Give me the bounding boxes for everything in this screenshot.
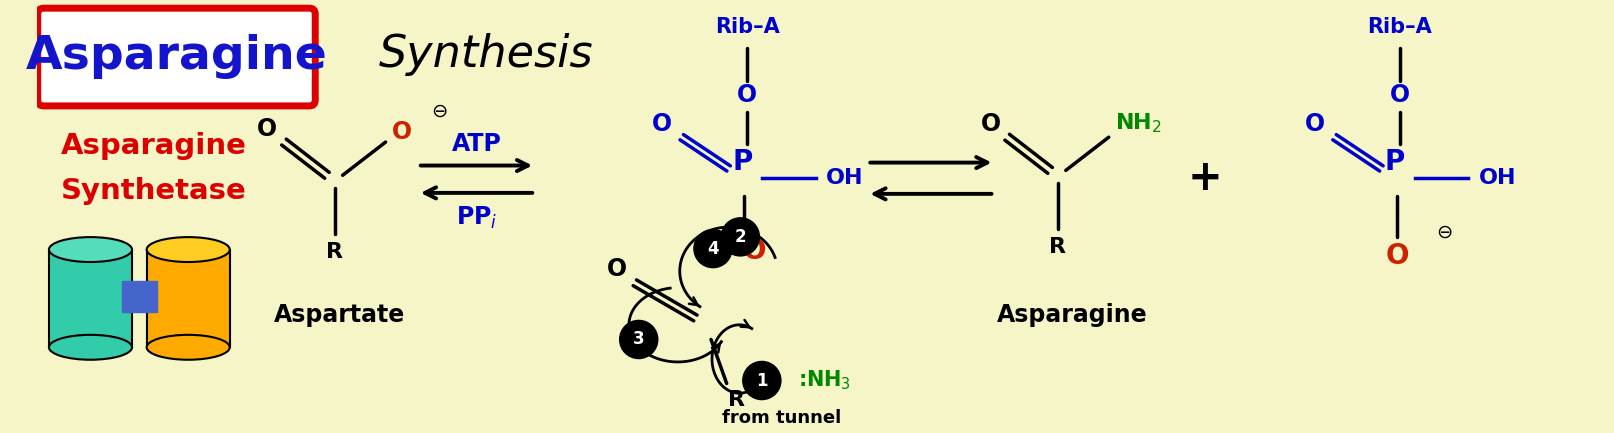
Text: OH: OH [1478,168,1517,188]
Text: O: O [1304,112,1325,136]
Text: Rib–A: Rib–A [1367,17,1432,37]
Text: 2: 2 [734,228,746,246]
Circle shape [620,320,659,359]
Circle shape [694,229,733,268]
Text: Aspartate: Aspartate [274,303,405,327]
Text: ATP: ATP [452,132,502,156]
Text: Asparagine: Asparagine [26,34,328,79]
Circle shape [742,362,781,400]
Ellipse shape [48,237,132,262]
Text: Asparagine: Asparagine [997,303,1148,327]
Text: P: P [1385,148,1406,176]
Polygon shape [48,249,132,347]
Text: O: O [742,236,765,265]
FancyBboxPatch shape [37,8,315,106]
Ellipse shape [48,335,132,360]
Text: R: R [1049,236,1067,257]
Text: Asparagine: Asparagine [61,132,247,160]
Text: OH: OH [826,168,863,188]
Text: 3: 3 [633,330,644,349]
Text: O: O [1385,242,1409,270]
Text: PP$_i$: PP$_i$ [455,205,497,231]
Text: 1: 1 [755,372,768,390]
Text: O: O [980,112,1001,136]
Ellipse shape [147,335,229,360]
Polygon shape [147,249,229,347]
Text: ⊖: ⊖ [431,101,447,120]
Text: 4: 4 [707,239,718,258]
Text: O: O [607,257,628,281]
Text: Synthetase: Synthetase [61,177,247,205]
Text: :NH$_3$: :NH$_3$ [797,369,851,392]
Text: P: P [733,148,752,176]
Text: O: O [738,83,757,107]
Ellipse shape [147,237,229,262]
Text: O: O [652,112,671,136]
Polygon shape [121,281,157,312]
Text: R: R [728,390,746,410]
Text: O: O [392,120,412,144]
Text: O: O [1390,83,1411,107]
Text: Rib–A: Rib–A [715,17,780,37]
Text: from tunnel: from tunnel [721,409,841,427]
Text: Synthesis: Synthesis [379,32,594,76]
Text: R: R [326,242,344,262]
Text: O: O [257,117,278,141]
Circle shape [721,218,760,256]
Text: +: + [1188,157,1222,199]
Text: NH$_2$: NH$_2$ [1115,112,1162,135]
Text: ⊖: ⊖ [1436,223,1453,242]
